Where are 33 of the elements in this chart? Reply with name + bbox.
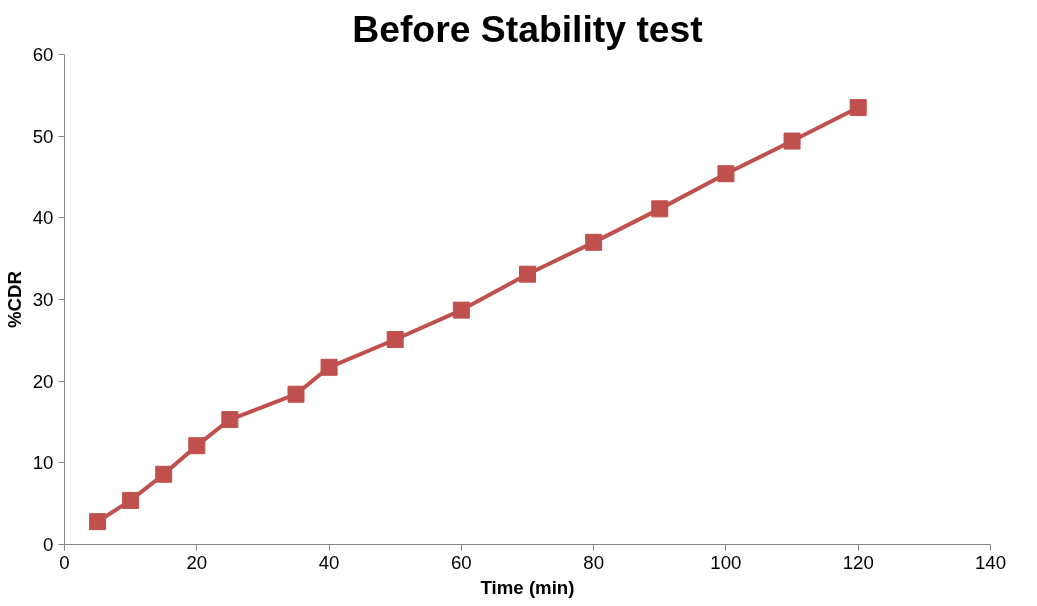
point [651,200,669,218]
y-tick-label: 40 [32,207,54,229]
x-tick-label: 140 [974,551,1007,573]
point [155,465,173,483]
point [188,437,206,455]
x-tick-label: 100 [710,551,742,573]
y-tick-label: 20 [32,370,54,392]
point [585,233,603,251]
x-tick-label: 0 [59,551,70,573]
y-tick-label: 60 [32,44,54,65]
point [849,99,867,117]
x-tick-label: 20 [186,551,208,573]
y-tick-label: 10 [32,452,54,474]
x-tick-label: 80 [583,551,605,573]
x-tick-label: 40 [318,551,340,573]
y-axis-title: %CDR [3,270,25,328]
point [519,265,536,283]
chart-title: Before Stability test [352,7,703,50]
x-tick-label: 60 [450,551,472,573]
point [452,301,470,319]
point [386,331,404,349]
point [122,491,140,509]
point [287,385,305,403]
x-tick-label: 120 [842,551,874,573]
point [717,165,735,183]
point [221,411,239,429]
y-tick-label: 50 [32,125,54,147]
x-axis-title: Time (min) [480,576,575,598]
y-tick-label: 0 [43,534,54,555]
point [783,132,801,150]
y-tick-label: 30 [32,289,54,310]
point [320,358,338,376]
point [89,513,107,531]
